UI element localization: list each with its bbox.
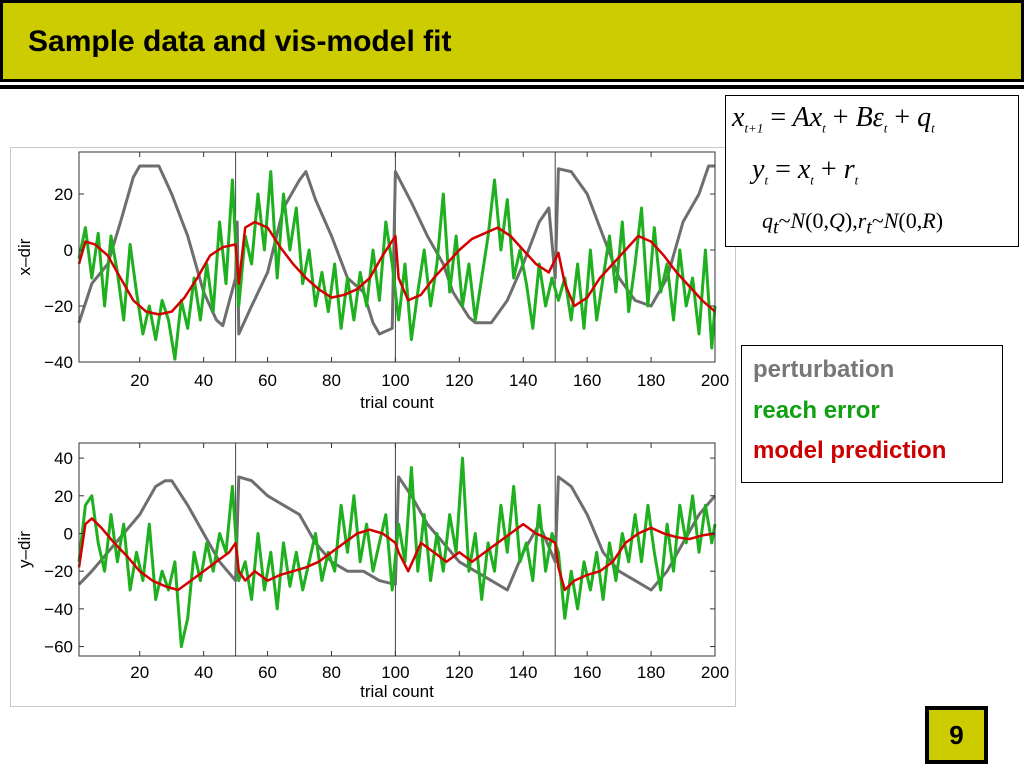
panel1-y-tick-label: 20: [54, 185, 73, 204]
noise-equation: qt~N(0,Q),rt~N(0,R): [762, 208, 944, 239]
panel2-x-tick-label: 80: [322, 663, 341, 682]
panel2-y-tick-label: −20: [44, 562, 73, 581]
legend-perturbation: perturbation: [753, 356, 895, 383]
legend-model-prediction: model prediction: [753, 437, 947, 464]
panel1-model-prediction-line: [77, 220, 716, 316]
panel1-x-tick-label: 60: [258, 371, 277, 390]
panel2-x-tick-label: 200: [701, 663, 729, 682]
panel1-x-tick-label: 200: [701, 371, 729, 390]
panel1-y-tick-label: 0: [64, 241, 73, 260]
page-number: 9: [949, 720, 964, 750]
panel2-reach-error-line: [77, 456, 717, 649]
panel1-x-tick-label: 180: [637, 371, 665, 390]
panel2-y-tick-label: −40: [44, 600, 73, 619]
panel1-y-tick-label: −40: [44, 353, 73, 372]
panel1-x-axis-label: trial count: [360, 393, 434, 412]
panel2-x-tick-label: 40: [194, 663, 213, 682]
panel1-x-tick-label: 160: [573, 371, 601, 390]
panel2-x-tick-label: 180: [637, 663, 665, 682]
panel2-perturbation-line: [77, 475, 717, 592]
panel1-perturbation-line: [77, 164, 715, 336]
panel2-axes-box: [78, 442, 716, 657]
panel2-y-tick-label: 20: [54, 487, 73, 506]
panel2-x-axis-label: trial count: [360, 682, 434, 701]
panel1-x-tick-label: 100: [381, 371, 409, 390]
panel2-y-tick-label: 0: [64, 524, 73, 543]
panel2-x-tick-label: 60: [258, 663, 277, 682]
panel1-x-tick-label: 120: [445, 371, 473, 390]
panel2-x-tick-label: 140: [509, 663, 537, 682]
panel2-y-tick-label: −60: [44, 638, 73, 657]
observation-equation: yt = xt + rt: [752, 154, 859, 188]
panel1-axes-box: [78, 151, 716, 363]
panel1-y-axis-label: x–dir: [15, 238, 34, 275]
panel1-x-tick-label: 80: [322, 371, 341, 390]
panel1-y-tick-label: −20: [44, 297, 73, 316]
panel1-x-tick-label: 20: [130, 371, 149, 390]
page-number-box: 9: [925, 706, 988, 764]
title-bar: Sample data and vis-model fit: [0, 0, 1024, 82]
panel1-x-tick-label: 40: [194, 371, 213, 390]
legend-box: perturbation reach error model predictio…: [741, 345, 1003, 483]
panel2-x-tick-label: 20: [130, 663, 149, 682]
panel1-reach-error-line: [77, 170, 717, 361]
panel2-y-axis-label: y–dir: [15, 531, 34, 568]
panel2-x-tick-label: 100: [381, 663, 409, 682]
slide-title: Sample data and vis-model fit: [28, 25, 452, 58]
title-underline: [0, 85, 1024, 89]
panel2-x-tick-label: 120: [445, 663, 473, 682]
legend-reach-error: reach error: [753, 397, 880, 424]
panel2-y-tick-label: 40: [54, 449, 73, 468]
panel2-model-prediction-line: [77, 517, 716, 592]
state-equation: xt+1 = Axt + Bεt + qt: [732, 102, 935, 136]
panel1-x-tick-label: 140: [509, 371, 537, 390]
plots-figure: 20 40 60 80 100 120 140 160 180 200200−20−40trial…: [15, 151, 729, 701]
panel2-x-tick-label: 160: [573, 663, 601, 682]
equation-box: xt+1 = Axt + Bεt + qt yt = xt + rt qt~N(…: [725, 95, 1019, 247]
